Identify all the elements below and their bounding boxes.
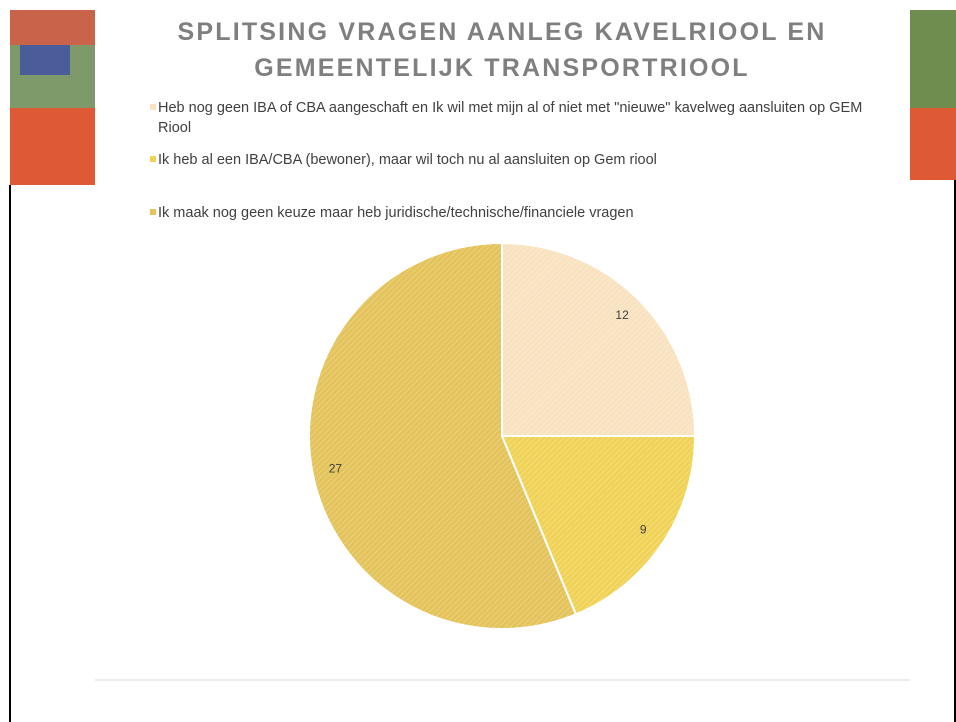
accent-left xyxy=(10,108,95,185)
data-label: 9 xyxy=(640,523,647,537)
legend-swatch xyxy=(150,104,156,110)
accent-right xyxy=(910,108,956,180)
photo-right xyxy=(910,10,956,108)
legend-label: Ik maak nog geen keuze maar heb juridisc… xyxy=(158,205,634,221)
chart-title: SPLITSING VRAGEN AANLEG KAVELRIOOL EN GE… xyxy=(150,14,854,86)
legend-entry: Ik heb al een IBA/CBA (bewoner), maar wi… xyxy=(158,150,898,170)
legend-label: Heb nog geen IBA of CBA aangeschaft en I… xyxy=(158,100,862,136)
data-label: 27 xyxy=(329,461,343,475)
legend-entry: Ik maak nog geen keuze maar heb juridisc… xyxy=(158,203,898,223)
legend-swatch xyxy=(150,209,156,215)
legend-swatch xyxy=(150,156,156,162)
photo-house xyxy=(20,45,70,75)
slide: 12 9 27 SPLITSING VRAGEN AANLEG KAVELRIOOL… xyxy=(0,0,956,722)
pie: 12 9 27 xyxy=(309,243,695,629)
photo-roof xyxy=(10,10,95,45)
legend-label: Ik heb al een IBA/CBA (bewoner), maar wi… xyxy=(158,152,657,168)
legend-entry: Heb nog geen IBA of CBA aangeschaft en I… xyxy=(158,98,898,138)
pie-slice xyxy=(502,243,695,436)
data-label: 12 xyxy=(615,308,629,322)
